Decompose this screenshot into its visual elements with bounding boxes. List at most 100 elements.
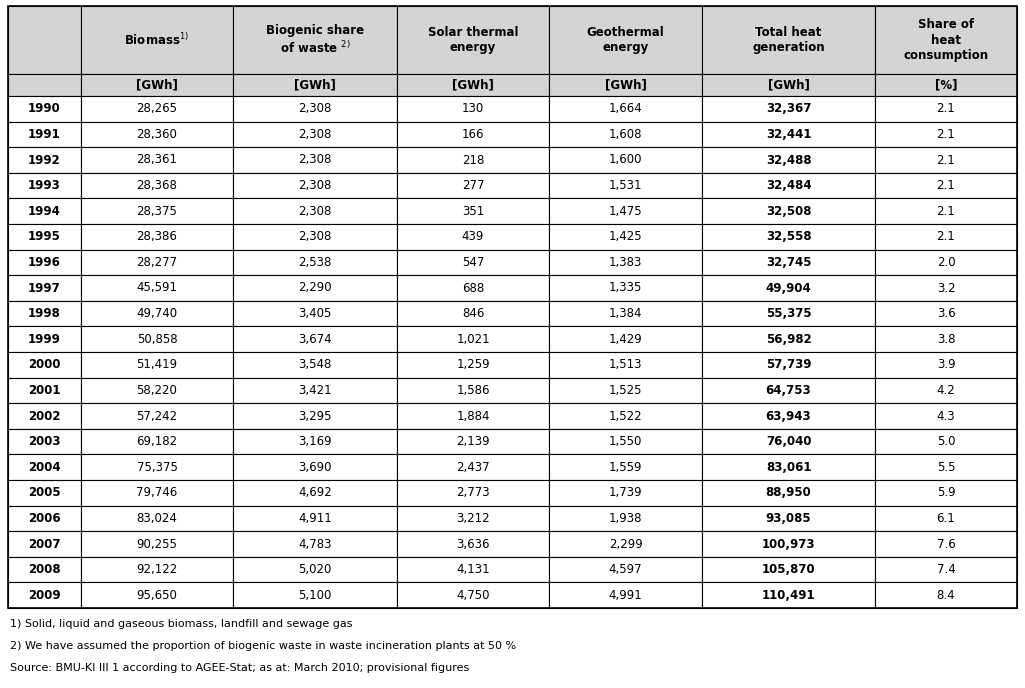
Bar	[397, 454, 549, 480]
Text: 2,139: 2,139	[456, 435, 490, 448]
Bar	[8, 531, 81, 557]
Bar	[875, 403, 1017, 429]
Bar	[397, 122, 549, 147]
Text: 57,242: 57,242	[136, 409, 177, 422]
Bar	[397, 275, 549, 301]
Bar	[702, 429, 875, 454]
Bar	[397, 301, 549, 326]
Bar	[549, 480, 702, 506]
Bar	[875, 173, 1017, 198]
Text: 2003: 2003	[28, 435, 60, 448]
Bar	[875, 480, 1017, 506]
Bar	[397, 147, 549, 173]
Text: 7.4: 7.4	[937, 563, 955, 576]
Bar	[549, 378, 702, 403]
Bar	[8, 6, 81, 74]
Bar	[875, 96, 1017, 122]
Text: 32,745: 32,745	[766, 256, 811, 269]
Text: 2001: 2001	[28, 384, 60, 397]
Bar	[549, 250, 702, 275]
Text: 93,085: 93,085	[766, 512, 812, 525]
Bar	[234, 326, 397, 352]
Bar	[8, 506, 81, 531]
Bar	[234, 224, 397, 250]
Text: 83,061: 83,061	[766, 461, 811, 474]
Bar	[397, 198, 549, 224]
Bar	[702, 147, 875, 173]
Text: 1,021: 1,021	[456, 333, 490, 345]
Text: 2009: 2009	[28, 589, 60, 602]
Bar	[549, 506, 702, 531]
Text: 3,548: 3,548	[298, 358, 332, 372]
Bar	[549, 557, 702, 583]
Bar	[234, 531, 397, 557]
Bar	[549, 74, 702, 96]
Bar	[81, 198, 234, 224]
Text: 2002: 2002	[28, 409, 60, 422]
Bar	[81, 583, 234, 608]
Text: 351: 351	[462, 205, 484, 217]
Text: 1994: 1994	[28, 205, 60, 217]
Bar	[875, 506, 1017, 531]
Bar	[81, 147, 234, 173]
Text: 5.5: 5.5	[937, 461, 955, 474]
Bar	[81, 326, 234, 352]
Bar	[8, 403, 81, 429]
Bar	[875, 147, 1017, 173]
Bar	[8, 147, 81, 173]
Bar	[549, 454, 702, 480]
Bar	[8, 6, 1017, 608]
Text: Source: BMU-KI III 1 according to AGEE-Stat; as at: March 2010; provisional figu: Source: BMU-KI III 1 according to AGEE-S…	[10, 663, 469, 673]
Text: 1999: 1999	[28, 333, 60, 345]
Text: 2,538: 2,538	[298, 256, 332, 269]
Bar	[702, 250, 875, 275]
Bar	[234, 147, 397, 173]
Text: 547: 547	[462, 256, 484, 269]
Text: 8.4: 8.4	[937, 589, 955, 602]
Text: 55,375: 55,375	[766, 307, 812, 320]
Bar	[875, 326, 1017, 352]
Text: 1,384: 1,384	[609, 307, 643, 320]
Bar	[234, 173, 397, 198]
Bar	[8, 96, 81, 122]
Bar	[702, 96, 875, 122]
Text: 2004: 2004	[28, 461, 60, 474]
Bar	[81, 74, 234, 96]
Text: 2,308: 2,308	[298, 128, 332, 141]
Text: 1,383: 1,383	[609, 256, 643, 269]
Text: Biogenic share
of waste $^{2)}$: Biogenic share of waste $^{2)}$	[265, 24, 364, 56]
Bar	[397, 557, 549, 583]
Text: 51,419: 51,419	[136, 358, 177, 372]
Bar	[234, 74, 397, 96]
Text: 1,550: 1,550	[609, 435, 643, 448]
Bar	[234, 583, 397, 608]
Bar	[702, 173, 875, 198]
Bar	[8, 198, 81, 224]
Bar	[397, 583, 549, 608]
Bar	[397, 96, 549, 122]
Bar	[702, 480, 875, 506]
Bar	[875, 122, 1017, 147]
Bar	[234, 96, 397, 122]
Text: 1,513: 1,513	[609, 358, 643, 372]
Text: 3,674: 3,674	[298, 333, 332, 345]
Text: 4,991: 4,991	[609, 589, 643, 602]
Bar	[8, 275, 81, 301]
Text: [GWh]: [GWh]	[452, 78, 494, 92]
Bar	[8, 454, 81, 480]
Text: 57,739: 57,739	[766, 358, 811, 372]
Text: 2,299: 2,299	[609, 537, 643, 550]
Text: 2.1: 2.1	[937, 179, 955, 192]
Text: 3,690: 3,690	[298, 461, 332, 474]
Text: 3.8: 3.8	[937, 333, 955, 345]
Bar	[702, 6, 875, 74]
Bar	[702, 506, 875, 531]
Bar	[234, 6, 397, 74]
Text: 4,750: 4,750	[456, 589, 490, 602]
Bar	[702, 583, 875, 608]
Bar	[549, 147, 702, 173]
Text: 49,740: 49,740	[136, 307, 177, 320]
Bar	[875, 429, 1017, 454]
Bar	[397, 173, 549, 198]
Bar	[702, 301, 875, 326]
